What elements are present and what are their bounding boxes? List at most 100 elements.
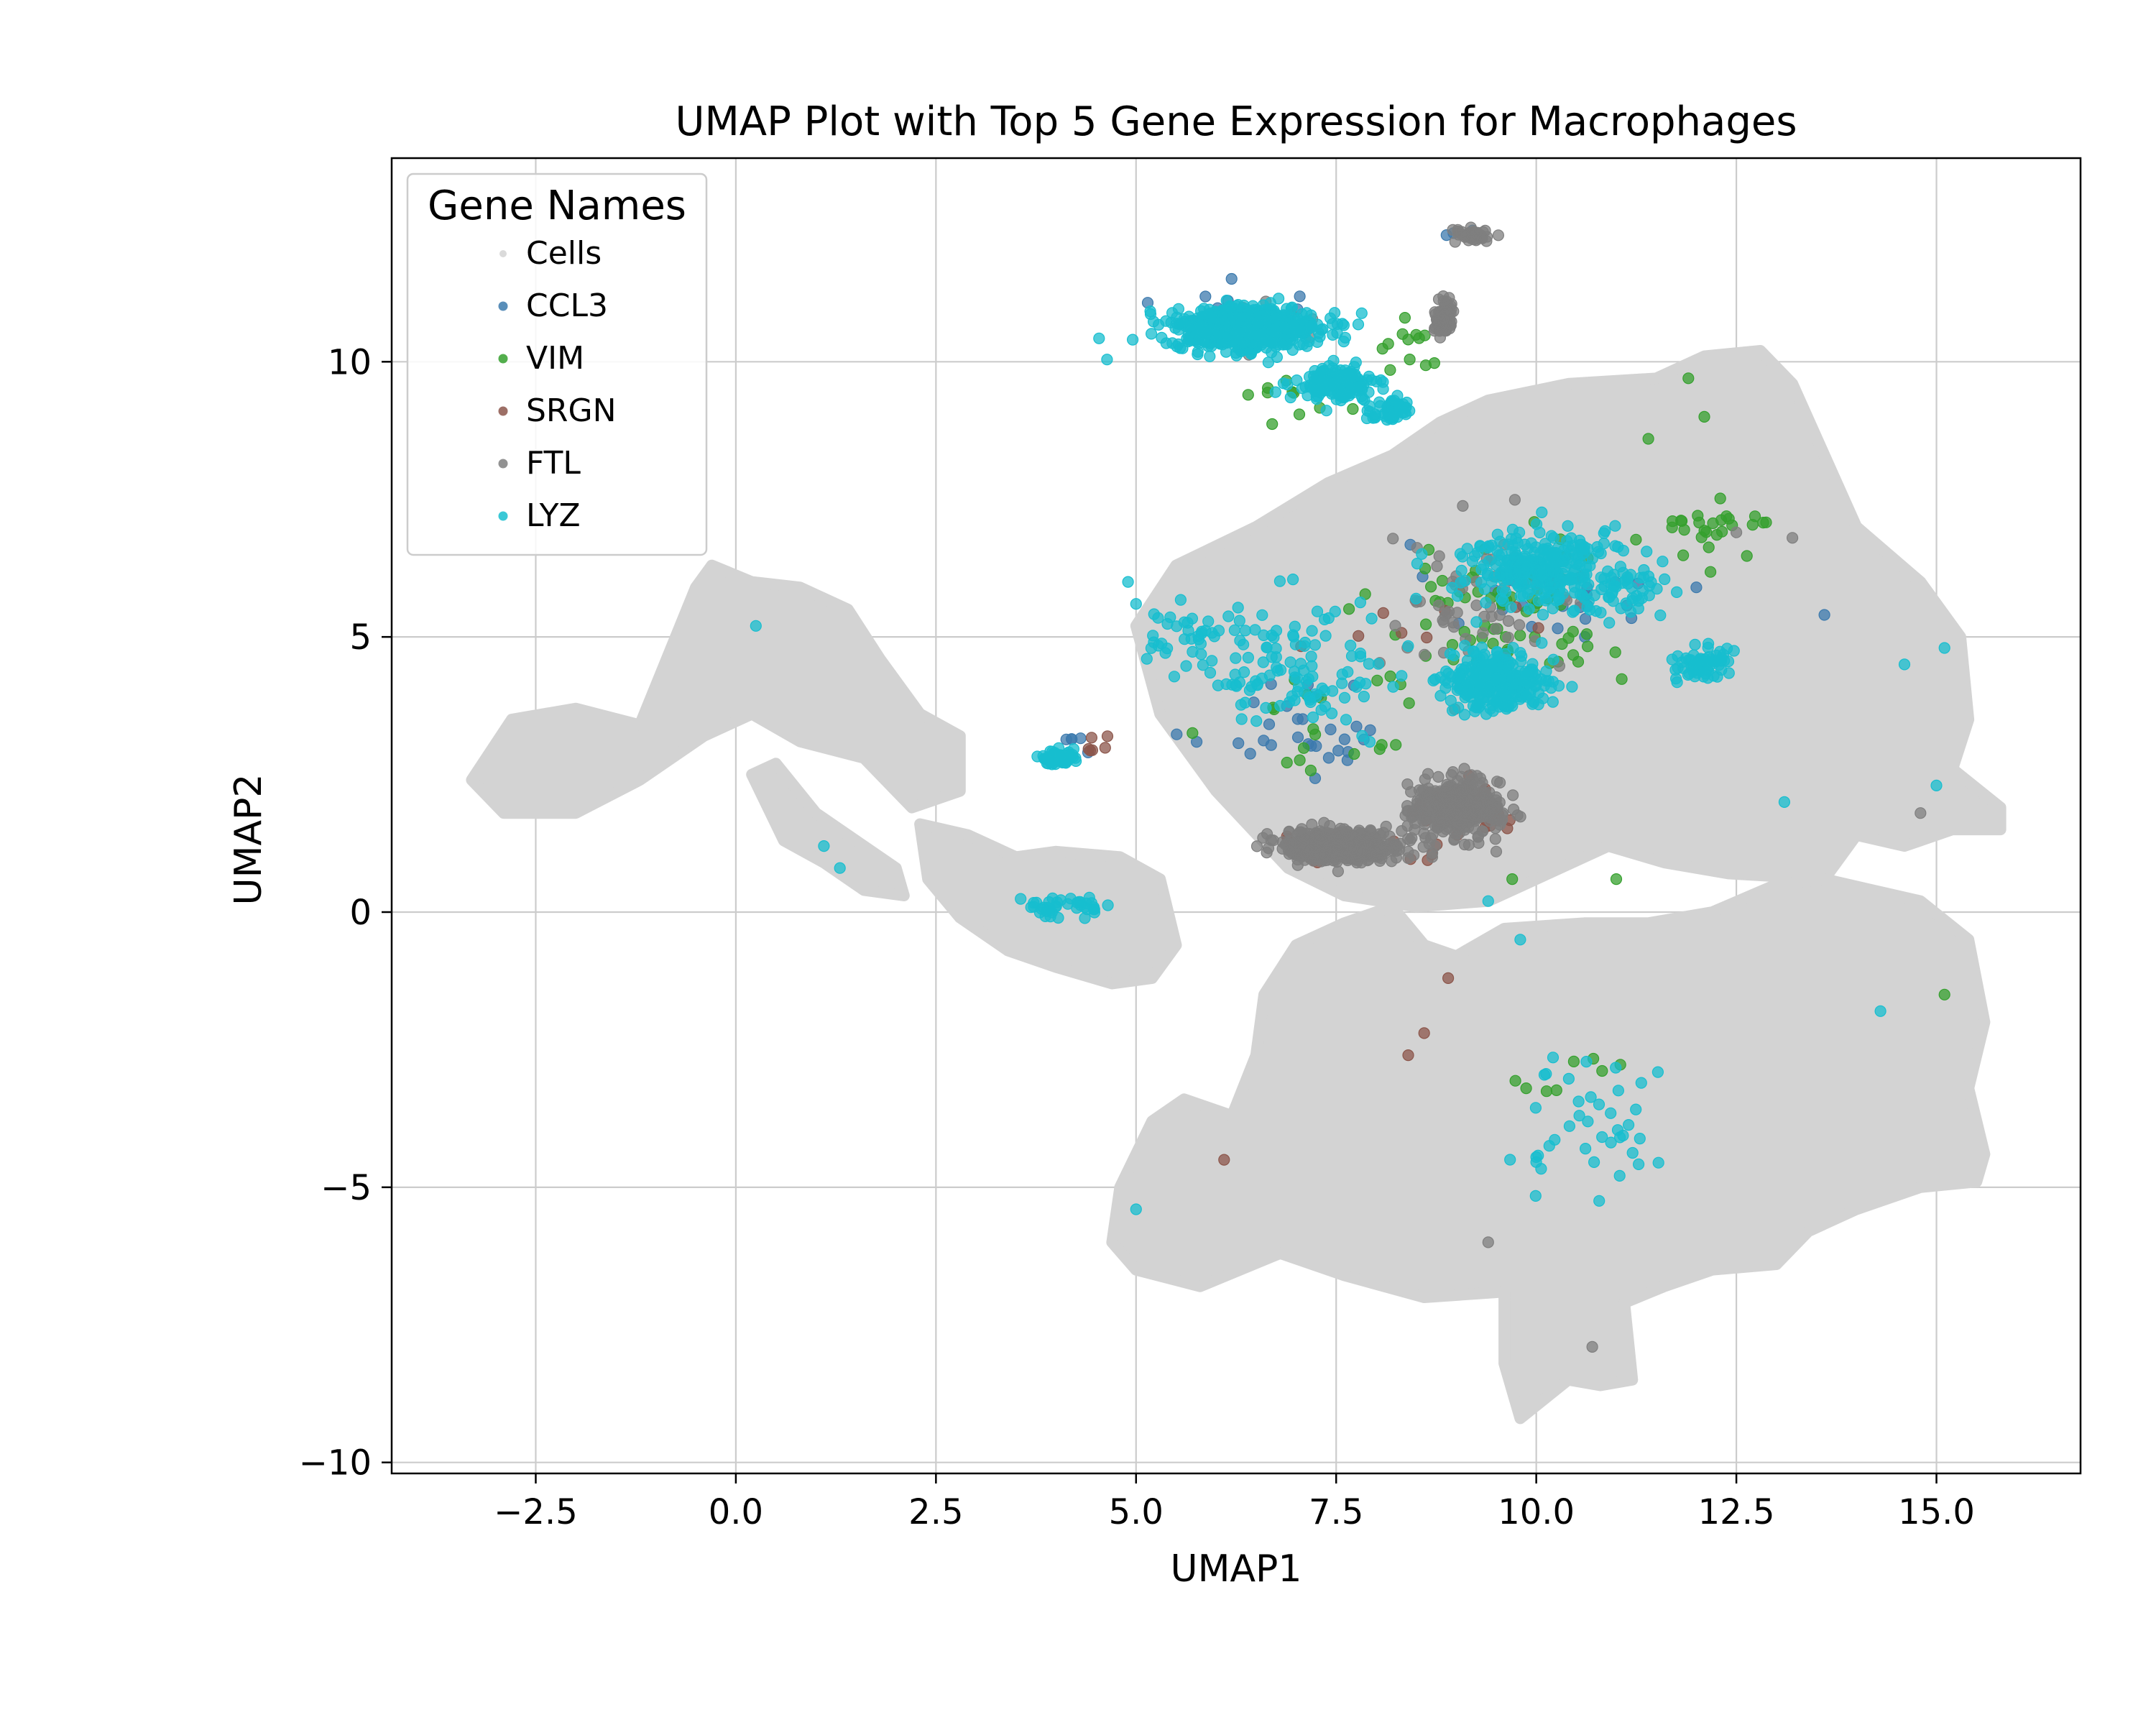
point-vim: [1746, 518, 1759, 531]
point-lyz: [1579, 576, 1591, 589]
point-lyz: [1595, 583, 1608, 596]
point-ftl: [1508, 494, 1521, 506]
point-ftl: [1457, 500, 1469, 512]
point-srgn: [1101, 730, 1114, 742]
y-tick-label-4: 10: [328, 342, 372, 382]
point-srgn: [1442, 972, 1455, 985]
point-ftl: [1333, 826, 1345, 839]
point-lyz: [1168, 671, 1181, 683]
point-lyz: [1250, 715, 1263, 727]
point-lyz: [1578, 546, 1590, 558]
point-lyz: [1536, 506, 1548, 519]
point-vim: [1682, 372, 1695, 385]
point-lyz: [1547, 1052, 1560, 1064]
point-lyz: [1659, 573, 1671, 586]
plot-area: [466, 221, 2007, 1425]
point-lyz: [1046, 892, 1059, 905]
point-lyz: [1197, 659, 1210, 671]
point-vim: [1242, 389, 1254, 401]
point-lyz: [1102, 899, 1114, 911]
point-lyz: [1191, 336, 1203, 348]
point-lyz: [1525, 684, 1537, 696]
legend-marker-srgn: [498, 406, 508, 416]
point-lyz: [1187, 325, 1199, 337]
point-ccl3: [1291, 731, 1304, 743]
point-lyz: [1240, 344, 1252, 356]
point-lyz: [1613, 1169, 1626, 1182]
point-lyz: [1327, 328, 1339, 341]
point-ftl: [1463, 230, 1475, 242]
point-vim: [1723, 512, 1735, 525]
point-lyz: [1580, 1142, 1592, 1155]
point-ftl: [1418, 648, 1431, 661]
point-lyz: [1547, 653, 1560, 666]
point-ftl: [1453, 794, 1466, 806]
point-lyz: [1263, 336, 1276, 348]
point-vim: [1410, 328, 1422, 341]
point-ftl: [1492, 229, 1504, 242]
point-ftl: [1250, 840, 1263, 852]
point-ftl: [1396, 824, 1408, 837]
point-lyz: [1416, 548, 1428, 560]
point-ftl: [1442, 781, 1454, 793]
point-vim: [1509, 1075, 1521, 1087]
point-vim: [1424, 581, 1437, 593]
point-ftl: [1472, 831, 1484, 843]
point-vim: [1294, 754, 1306, 766]
point-ftl: [1401, 833, 1414, 845]
x-tick-label-0: −2.5: [494, 1492, 578, 1532]
point-lyz: [1273, 575, 1286, 587]
series-lyz: [750, 293, 1950, 1215]
point-lyz: [1402, 640, 1414, 653]
point-lyz: [1657, 556, 1669, 568]
x-tick-label-2: 2.5: [908, 1492, 963, 1532]
point-ftl: [1432, 599, 1445, 612]
point-vim: [1376, 739, 1388, 751]
point-lyz: [1318, 613, 1331, 626]
point-srgn: [1377, 607, 1389, 620]
point-lyz: [1355, 307, 1368, 319]
point-lyz: [1212, 679, 1225, 691]
point-lyz: [1039, 753, 1051, 765]
point-lyz: [1031, 896, 1043, 909]
point-lyz: [1507, 642, 1519, 654]
point-vim: [1938, 988, 1950, 1000]
point-lyz: [1593, 1195, 1606, 1207]
point-ccl3: [1350, 720, 1363, 732]
point-lyz: [1468, 550, 1480, 562]
point-ftl: [1511, 809, 1524, 822]
point-lyz: [1088, 906, 1101, 919]
point-lyz: [1297, 338, 1309, 351]
point-lyz: [1253, 319, 1266, 331]
point-lyz: [1439, 682, 1452, 694]
point-lyz: [1532, 594, 1544, 607]
point-lyz: [1195, 648, 1207, 661]
chart-title: UMAP Plot with Top 5 Gene Expression for…: [675, 98, 1797, 145]
point-lyz: [1396, 670, 1408, 682]
point-lyz: [1232, 299, 1245, 311]
point-vim: [1703, 541, 1715, 553]
point-lyz: [1523, 603, 1535, 615]
point-lyz: [1713, 654, 1726, 666]
point-ftl: [1433, 801, 1445, 814]
point-lyz: [1093, 332, 1105, 344]
point-lyz: [1161, 642, 1174, 655]
y-tick-label-1: −5: [321, 1168, 372, 1208]
point-ftl: [1419, 773, 1431, 786]
point-vim: [1693, 516, 1705, 529]
point-lyz: [1164, 611, 1176, 623]
point-lyz: [1148, 608, 1160, 620]
point-lyz: [1358, 690, 1370, 703]
point-lyz: [1605, 1107, 1617, 1119]
point-lyz: [1166, 337, 1179, 349]
legend-label-lyz: LYZ: [526, 497, 581, 534]
point-lyz: [1122, 576, 1134, 588]
x-tick-label-1: 0.0: [709, 1492, 763, 1532]
point-ftl: [1318, 816, 1330, 829]
point-lyz: [1270, 643, 1282, 655]
point-lyz: [1537, 544, 1549, 556]
point-lyz: [1166, 307, 1179, 319]
point-lyz: [1194, 305, 1207, 317]
point-lyz: [1319, 700, 1332, 713]
point-vim: [1678, 523, 1690, 536]
